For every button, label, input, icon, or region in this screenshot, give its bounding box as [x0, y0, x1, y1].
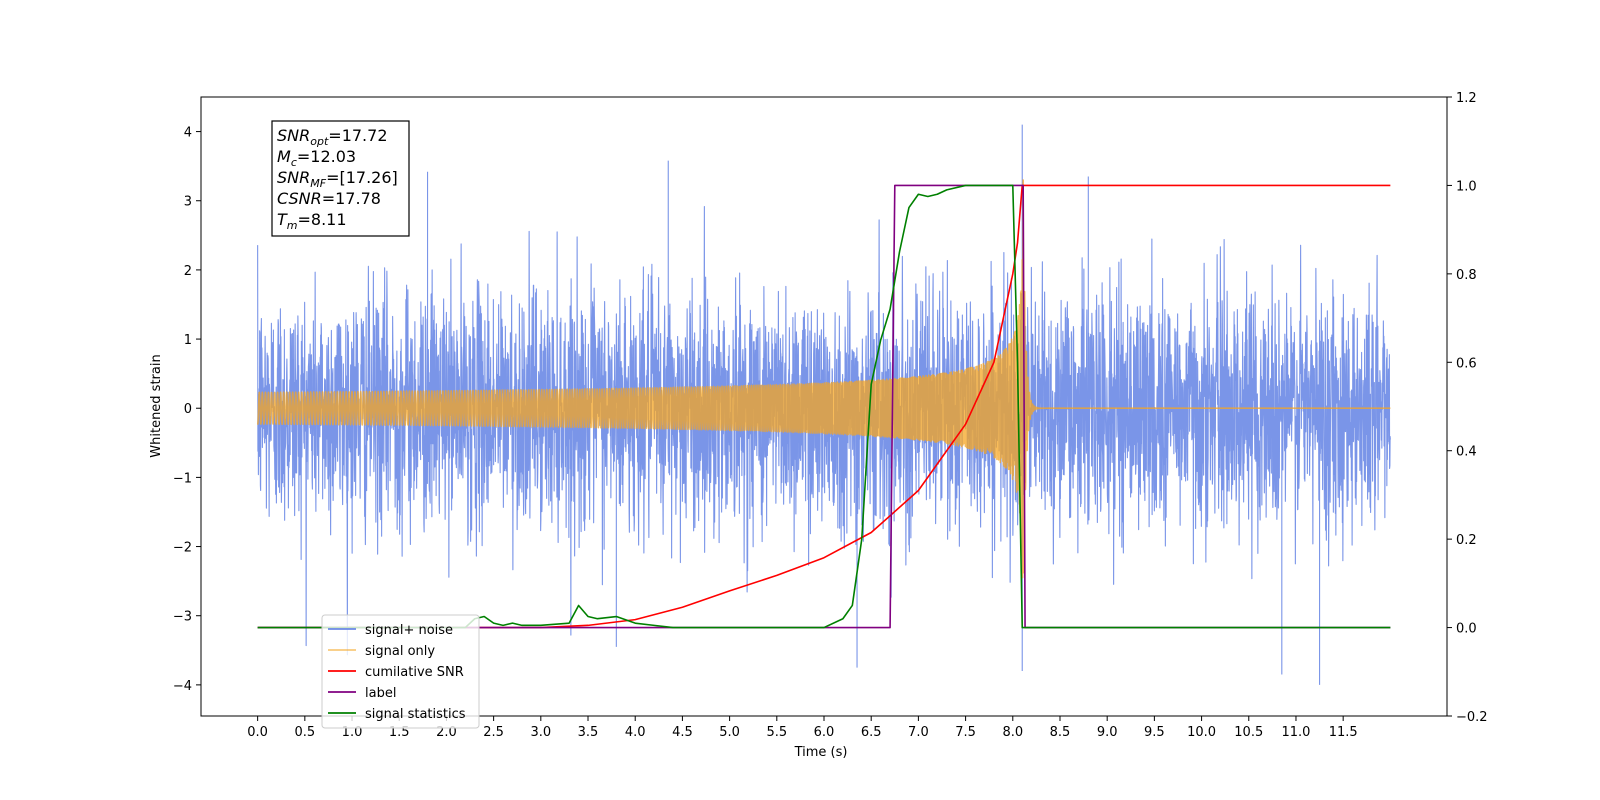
x-tick-label: 9.5 — [1144, 725, 1165, 740]
annotation-box: SNRopt=17.72Mc=12.03SNRMF=[17.26]CSNR=17… — [271, 120, 410, 237]
annotation-value: =[17.26] — [326, 168, 398, 187]
annotation-value: =17.72 — [328, 126, 387, 145]
x-tick-label: 5.0 — [719, 725, 740, 740]
y-tick-label: −2 — [173, 541, 192, 556]
annotation-subscript: m — [287, 219, 298, 232]
annotation-subscript: MF — [310, 177, 326, 190]
y2-tick-label: 1.0 — [1456, 179, 1477, 194]
y-tick-label: −3 — [173, 610, 192, 625]
x-tick-label: 6.0 — [814, 725, 835, 740]
annotation-line: SNRopt=17.72 — [277, 126, 388, 148]
x-tick-label: 4.5 — [672, 725, 693, 740]
x-tick-label: 0.5 — [294, 725, 315, 740]
x-tick-label: 6.5 — [861, 725, 882, 740]
series-line-signal-only — [256, 179, 1391, 579]
x-tick-label: 3.0 — [530, 725, 551, 740]
y-tick-label: −1 — [173, 471, 192, 486]
annotation-value: =8.11 — [298, 210, 347, 229]
x-tick-label: 0.0 — [247, 725, 268, 740]
x-tick-label: 11.0 — [1281, 725, 1310, 740]
annotation-subscript: c — [291, 156, 297, 169]
y2-tick-label: 0.4 — [1456, 445, 1477, 460]
annotation-symbol: T — [277, 210, 288, 229]
x-tick-label: 9.0 — [1097, 725, 1118, 740]
annotation-line: SNRMF=[17.26] — [277, 168, 398, 190]
legend-label: signal only — [365, 644, 435, 659]
x-tick-label: 5.5 — [766, 725, 787, 740]
x-tick-label: 2.0 — [436, 725, 457, 740]
annotation-value: =12.03 — [297, 147, 356, 166]
legend: signal+ noise signal only cumilative SNR la… — [321, 614, 480, 729]
legend-label: cumilative SNR — [365, 665, 464, 680]
legend-label: label — [365, 686, 396, 701]
annotation-line: Tm=8.11 — [277, 210, 347, 232]
annotation-symbol: SNR — [277, 126, 310, 145]
x-tick-label: 7.0 — [908, 725, 929, 740]
x-tick-label: 8.0 — [1002, 725, 1023, 740]
y-tick-label: 4 — [184, 126, 192, 141]
y-axis-label: Whitened strain — [149, 354, 164, 457]
y2-tick-label: −0.2 — [1456, 710, 1488, 725]
annotation-subscript: opt — [310, 135, 329, 148]
x-tick-label: 10.0 — [1187, 725, 1216, 740]
axes: 0.0 0.5 1.0 1.5 2.0 2.5 3.0 3.5 4.0 4.5 5.0 5.5 6.0 6… — [173, 91, 1488, 740]
y2-tick-label: 0.0 — [1456, 622, 1477, 637]
y-tick-label: 2 — [184, 264, 192, 279]
x-axis-label: Time (s) — [794, 745, 848, 760]
annotation-line: Mc=12.03 — [277, 147, 356, 169]
legend-label: signal+ noise — [365, 623, 453, 638]
y2-tick-label: 1.2 — [1456, 91, 1477, 106]
annotation-value: =17.78 — [322, 189, 381, 208]
legend-frame — [321, 614, 480, 729]
annotation-symbol: M — [277, 147, 291, 166]
annotation-symbol: SNR — [277, 168, 310, 187]
y2-tick-label: 0.8 — [1456, 268, 1477, 283]
y-tick-label: −4 — [173, 679, 192, 694]
y-tick-label: 1 — [184, 333, 192, 348]
x-tick-label: 1.0 — [342, 725, 363, 740]
series-line-signal-statistics — [257, 184, 1391, 629]
x-tick-label: 2.5 — [483, 725, 504, 740]
y-tick-label: 0 — [184, 402, 192, 417]
x-tick-label: 4.0 — [625, 725, 646, 740]
y2-tick-label: 0.2 — [1456, 533, 1477, 548]
annotation-frame — [271, 120, 410, 237]
x-tick-label: 1.5 — [389, 725, 410, 740]
legend-label: signal statistics — [365, 707, 466, 722]
x-tick-label: 3.5 — [578, 725, 599, 740]
y2-tick-label: 0.6 — [1456, 356, 1477, 371]
x-tick-label: 7.5 — [955, 725, 976, 740]
annotation-symbol: CSNR — [277, 189, 322, 208]
x-tick-label: 10.5 — [1234, 725, 1263, 740]
x-tick-label: 8.5 — [1050, 725, 1071, 740]
x-tick-label: 11.5 — [1329, 725, 1358, 740]
annotation-line: CSNR=17.78 — [277, 189, 381, 208]
plot-area — [256, 124, 1391, 685]
y-tick-label: 3 — [184, 195, 192, 210]
